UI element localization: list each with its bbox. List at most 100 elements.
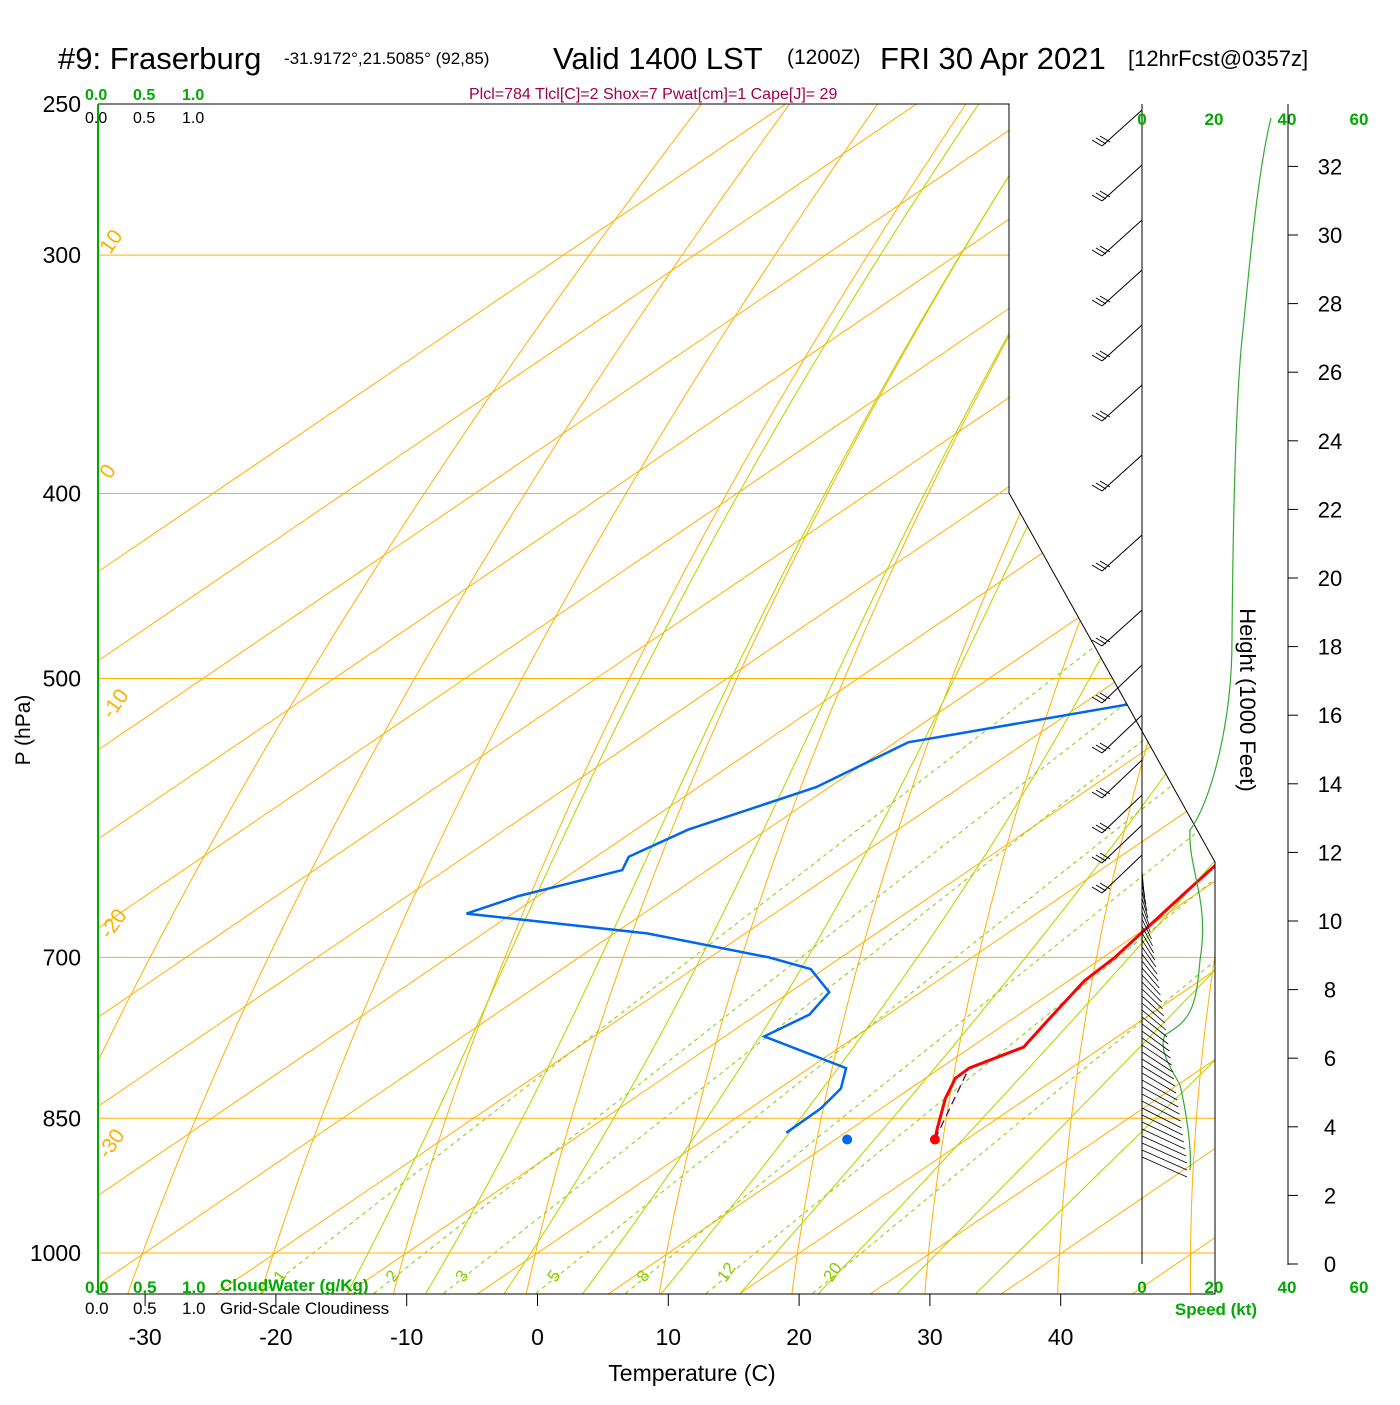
height-tick-label: 6 xyxy=(1324,1046,1336,1071)
adiabat-lines xyxy=(0,87,1400,1293)
cloud-tick: 0.0 xyxy=(85,1278,109,1297)
pressure-tick: 250 xyxy=(43,91,81,117)
isotherm-label: 30 xyxy=(1180,751,1212,783)
isotherm-line xyxy=(598,87,1400,1301)
speed-tick: 40 xyxy=(1278,1278,1297,1297)
isotherm-label: 0 xyxy=(95,460,121,483)
height-tick-label: 16 xyxy=(1318,703,1342,728)
pressure-tick: 700 xyxy=(43,944,81,970)
pressure-tick: 850 xyxy=(43,1105,81,1131)
stability-indices: Plcl=784 Tlcl[C]=2 Shox=7 Pwat[cm]=1 Cap… xyxy=(469,86,837,103)
top-cloud-tick: 1.0 xyxy=(182,87,204,104)
y-axis-label: P (hPa) xyxy=(12,695,35,766)
dry-adiabat xyxy=(1190,104,1400,1293)
height-tick-label: 10 xyxy=(1318,909,1342,934)
valid-time: Valid 1400 LST xyxy=(553,41,763,76)
height-tick-label: 18 xyxy=(1318,635,1342,660)
top-cloud-tick: 0.5 xyxy=(133,87,155,104)
isotherm-line xyxy=(0,87,1072,1301)
moist-adiabat xyxy=(583,87,1259,1293)
isotherm-label: 10 xyxy=(95,226,127,258)
dry-adiabat xyxy=(659,104,1142,1293)
top-grid-tick: 1.0 xyxy=(182,110,204,127)
height-tick-label: 2 xyxy=(1324,1183,1336,1208)
temp-tick-label: 30 xyxy=(917,1324,943,1350)
top-cloud-legend: 0.0 0.5 1.0 xyxy=(85,87,204,104)
height-axis-label: Height (1000 Feet) xyxy=(1235,608,1260,791)
pressure-tick: 400 xyxy=(43,481,81,507)
speed-tick: 60 xyxy=(1350,1278,1369,1297)
moist-adiabat xyxy=(347,87,990,1293)
wind-barbs xyxy=(1092,110,1187,1177)
top-grid-tick: 0.5 xyxy=(133,110,155,127)
height-tick-label: 30 xyxy=(1318,223,1342,248)
isotherm-label: -20 xyxy=(95,905,131,943)
forecast-label: [12hrFcst@0357z] xyxy=(1128,46,1308,71)
valid-zulu: (1200Z) xyxy=(787,46,861,69)
isotherm-line xyxy=(991,87,1400,1301)
temp-tick-label: 40 xyxy=(1048,1324,1074,1350)
speed-label: Speed (kt) xyxy=(1175,1300,1257,1319)
temp-tick-label: 0 xyxy=(531,1324,544,1350)
isotherm-label: 10 xyxy=(1045,501,1077,533)
speed-ticks-top: 0 20 40 60 xyxy=(1137,110,1368,129)
top-grid-tick: 0.0 xyxy=(85,110,107,127)
pressure-tick: 500 xyxy=(43,666,81,692)
mixing-ratio-label: 3 xyxy=(451,1267,472,1286)
pressure-axis: 250 300 400 500 700 850 1000 xyxy=(30,91,81,1266)
bottom-grid-legend: 0.0 0.5 1.0 Grid-Scale Cloudiness xyxy=(85,1299,389,1318)
dry-adiabat xyxy=(394,104,966,1293)
grid-label: Grid-Scale Cloudiness xyxy=(220,1299,389,1318)
speed-tick: 20 xyxy=(1205,1278,1224,1297)
height-tick-label: 0 xyxy=(1324,1252,1336,1277)
mixing-ratio-label: 8 xyxy=(633,1267,654,1286)
dry-adiabat xyxy=(526,104,1054,1293)
temp-tick-label: 10 xyxy=(656,1324,682,1350)
mixing-ratio-line xyxy=(625,494,1400,1294)
isotherm-label: 0 xyxy=(1010,325,1036,348)
surface-temperature-dot xyxy=(930,1134,940,1144)
x-axis-label: Temperature (C) xyxy=(608,1360,775,1386)
temp-tick-label: -30 xyxy=(128,1324,161,1350)
dry-adiabat xyxy=(128,104,790,1293)
top-cloud-tick: 0.0 xyxy=(85,87,107,104)
height-tick-label: 22 xyxy=(1318,497,1342,522)
height-tick-label: 14 xyxy=(1318,772,1342,797)
temp-tick-label: -20 xyxy=(259,1324,292,1350)
mixing-ratio-line xyxy=(536,494,1400,1294)
isotherm-line xyxy=(0,87,1400,1301)
isotherm-lines xyxy=(0,87,1400,1301)
speed-tick: 0 xyxy=(1137,1278,1146,1297)
station-coords: -31.9172°,21.5085° (92,85) xyxy=(284,49,489,68)
height-tick-label: 26 xyxy=(1318,360,1342,385)
moist-adiabat xyxy=(976,87,1400,1293)
pressure-tick: 1000 xyxy=(30,1240,81,1266)
mixing-ratio-label: 12 xyxy=(713,1259,739,1285)
surface-dewpoint-dot xyxy=(842,1134,852,1144)
mixing-ratio-label: 20 xyxy=(820,1259,846,1285)
cloud-tick: 0.5 xyxy=(133,1278,157,1297)
pressure-tick: 300 xyxy=(43,242,81,268)
height-tick-label: 8 xyxy=(1324,978,1336,1003)
grid-tick: 0.5 xyxy=(133,1299,157,1318)
height-tick-label: 20 xyxy=(1318,566,1342,591)
dry-adiabat xyxy=(792,104,1230,1293)
height-tick-label: 32 xyxy=(1318,154,1342,179)
temp-tick-label: -10 xyxy=(390,1324,423,1350)
top-grid-legend: 0.0 0.5 1.0 xyxy=(85,110,204,127)
height-tick-label: 24 xyxy=(1318,429,1342,454)
cloud-label: CloudWater (g/Kg) xyxy=(220,1276,369,1295)
valid-date: FRI 30 Apr 2021 xyxy=(880,41,1106,76)
height-tick-label: 12 xyxy=(1318,840,1342,865)
grid-tick: 0.0 xyxy=(85,1299,109,1318)
isotherm-label: 20 xyxy=(1110,631,1142,663)
moist-adiabat xyxy=(504,87,1153,1293)
temp-tick-label: 20 xyxy=(786,1324,812,1350)
station-title: #9: Fraserburg xyxy=(58,41,261,76)
speed-tick: 60 xyxy=(1350,110,1369,129)
isotherm-line xyxy=(74,87,1400,1301)
mixing-ratio-lines xyxy=(261,494,1400,1294)
mixing-ratio-line xyxy=(813,494,1400,1294)
height-tick-label: 4 xyxy=(1324,1115,1336,1140)
